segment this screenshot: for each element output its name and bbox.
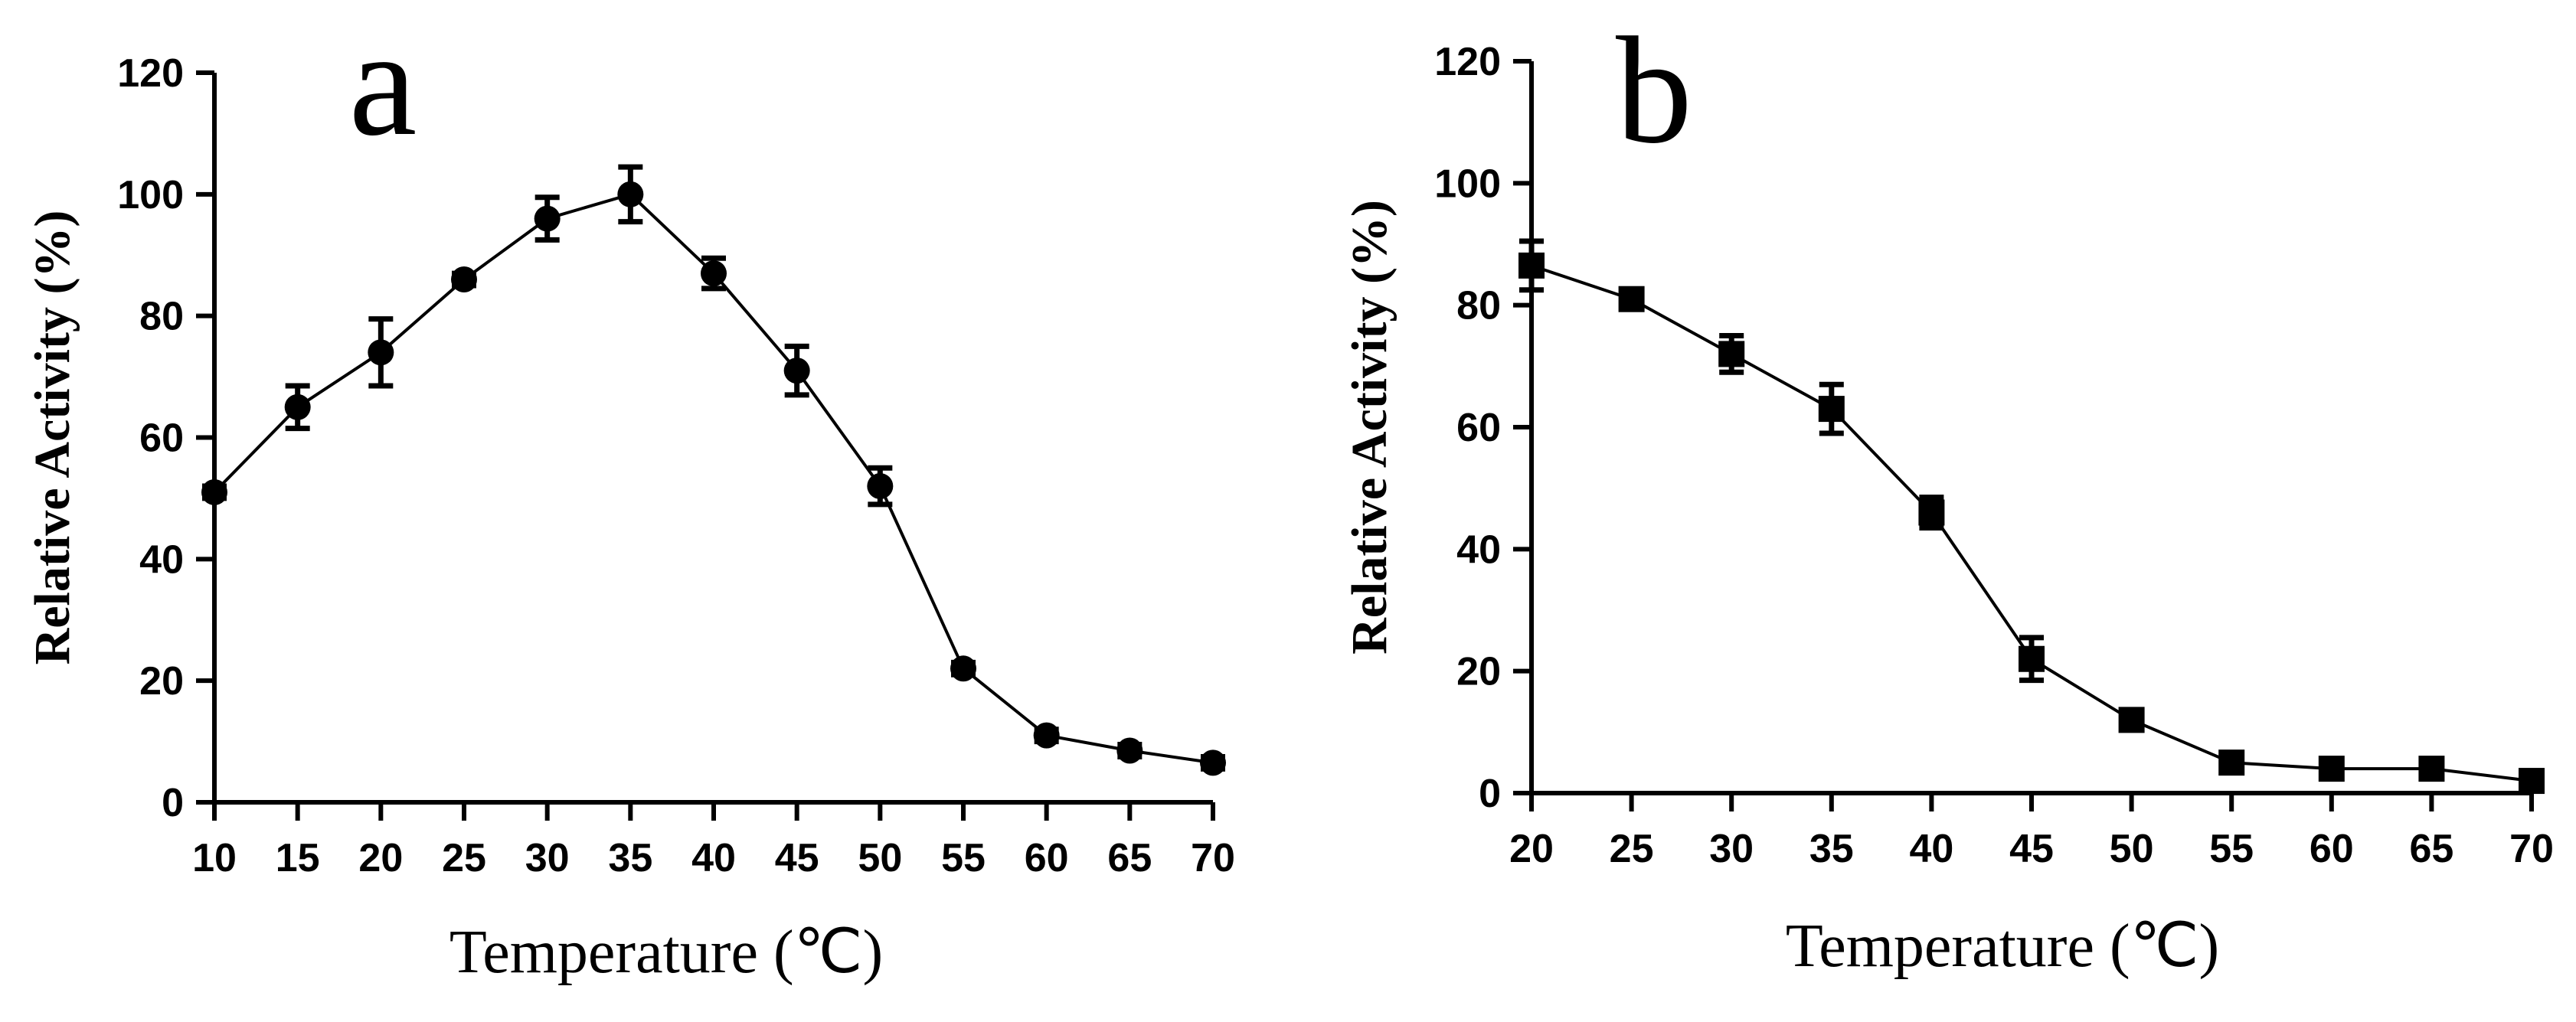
data-point — [534, 205, 561, 232]
y-tick-label: 120 — [117, 51, 184, 96]
y-tick-label: 60 — [1456, 406, 1501, 450]
y-tick-label: 100 — [1434, 162, 1501, 206]
x-tick-label: 70 — [1191, 836, 1235, 880]
y-tick-label: 120 — [1434, 40, 1501, 84]
y-tick-label: 100 — [117, 173, 184, 217]
data-point — [867, 473, 894, 500]
data-point — [2218, 749, 2245, 776]
panel-letter: a — [349, 0, 417, 168]
x-tick-label: 30 — [1709, 827, 1754, 871]
data-point — [1518, 252, 1545, 279]
x-tick-label: 40 — [1909, 827, 1953, 871]
data-point — [368, 339, 394, 366]
data-point — [1618, 286, 1645, 312]
x-tick-label: 30 — [525, 836, 570, 880]
x-tick-label: 20 — [358, 836, 403, 880]
y-axis-label: Relative Activity (%) — [1342, 200, 1398, 655]
data-point — [1116, 737, 1143, 764]
data-point — [284, 393, 311, 420]
x-tick-label: 25 — [442, 836, 486, 880]
x-tick-label: 50 — [858, 836, 902, 880]
y-axis-label: Relative Activity (%) — [25, 211, 80, 665]
x-tick-label: 10 — [192, 836, 237, 880]
y-tick-label: 60 — [139, 416, 184, 461]
data-point — [2519, 768, 2545, 795]
x-tick-label: 20 — [1509, 827, 1554, 871]
x-tick-label: 55 — [2209, 827, 2254, 871]
data-point — [783, 358, 810, 384]
y-tick-label: 80 — [1456, 284, 1501, 328]
data-point — [701, 260, 727, 287]
x-tick-label: 40 — [691, 836, 736, 880]
y-tick-label: 0 — [1479, 772, 1501, 816]
x-tick-label: 35 — [608, 836, 652, 880]
data-point — [1818, 396, 1845, 423]
data-point — [2318, 756, 2345, 782]
x-tick-label: 60 — [1025, 836, 1069, 880]
data-point — [950, 655, 976, 682]
x-axis-label: Temperature (℃) — [449, 919, 883, 986]
y-tick-label: 20 — [1456, 650, 1501, 694]
data-point — [1033, 722, 1060, 749]
x-tick-label: 65 — [1107, 836, 1152, 880]
data-point — [2118, 707, 2145, 733]
data-point — [1918, 499, 1945, 526]
x-tick-label: 50 — [2110, 827, 2154, 871]
x-tick-label: 15 — [276, 836, 320, 880]
x-tick-label: 60 — [2310, 827, 2354, 871]
x-tick-label: 35 — [1809, 827, 1854, 871]
y-tick-label: 40 — [139, 537, 184, 582]
y-tick-label: 40 — [1456, 527, 1501, 572]
y-tick-label: 20 — [139, 659, 184, 704]
y-tick-label: 80 — [139, 295, 184, 339]
x-tick-label: 55 — [941, 836, 986, 880]
x-tick-label: 25 — [1610, 827, 1654, 871]
x-tick-label: 45 — [775, 836, 819, 880]
x-tick-label: 65 — [2409, 827, 2453, 871]
data-point — [617, 181, 644, 207]
chart-panel-a: 0 20 40 60 80 100 120 10 15 20 25 30 35 40 45 50 55 60 65 7… — [25, 0, 1235, 986]
data-point — [2019, 645, 2045, 672]
series-line — [1531, 263, 2532, 783]
data-point — [1200, 749, 1226, 776]
data-point — [201, 478, 227, 505]
data-point — [1718, 341, 1745, 367]
x-axis-label: Temperature (℃) — [1786, 913, 2219, 980]
y-tick-label: 0 — [162, 781, 184, 825]
x-tick-label: 70 — [2509, 827, 2554, 871]
data-point — [451, 266, 477, 293]
panel-letter: b — [1616, 6, 1692, 175]
data-point — [2418, 756, 2445, 782]
x-tick-label: 45 — [2009, 827, 2054, 871]
